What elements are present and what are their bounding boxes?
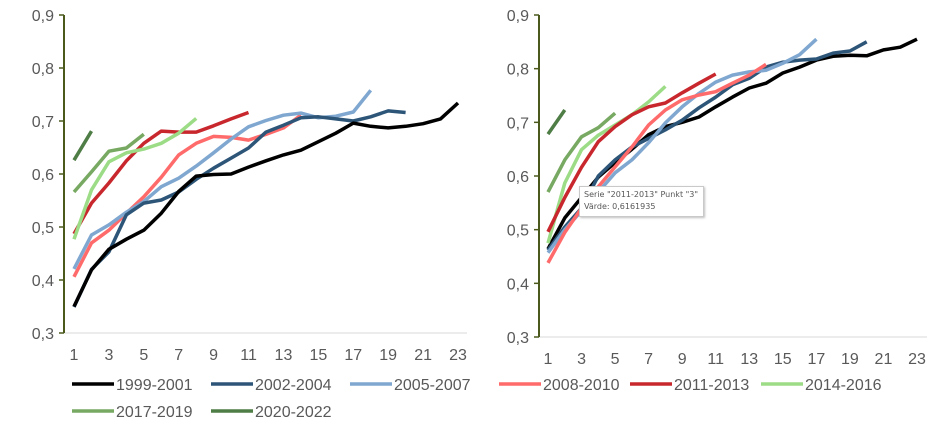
x-tick-label: 3 — [104, 347, 113, 364]
series-line-1999-2001[interactable] — [72, 101, 460, 308]
x-tick-label: 11 — [240, 347, 257, 364]
y-tick-label: 0,4 — [32, 273, 54, 290]
legend-label: 2008-2010 — [543, 377, 620, 394]
x-tick-label: 19 — [841, 351, 859, 368]
x-tick-label: 1 — [70, 347, 79, 364]
x-tick-label: 17 — [344, 347, 362, 364]
legend-item[interactable]: 1999-2001 — [72, 377, 193, 394]
series-line-2011-2013[interactable] — [546, 72, 717, 233]
x-tick-label: 23 — [449, 347, 467, 364]
y-tick-label: 0,3 — [507, 330, 529, 347]
series-line-2011-2013[interactable] — [72, 110, 250, 235]
chart-right: 0,30,40,50,60,70,80,91 3 5 7 9 11 13 15 17 19 21 23 — [507, 8, 927, 368]
y-tick-label: 0,5 — [32, 220, 54, 237]
x-tick-label: 3 — [577, 351, 586, 368]
legend-label: 2002-2004 — [255, 377, 332, 394]
x-tick-label: 13 — [740, 351, 758, 368]
x-tick-label: 13 — [275, 347, 293, 364]
legend-item[interactable]: 2017-2019 — [72, 404, 193, 421]
series-line-2020-2022[interactable] — [72, 130, 93, 162]
x-tick-label: 21 — [414, 347, 432, 364]
y-tick-label: 0,9 — [507, 8, 529, 25]
series-line-2020-2022[interactable] — [546, 108, 567, 136]
series-line-1999-2001[interactable] — [546, 37, 918, 250]
legend-label: 2017-2019 — [116, 404, 193, 421]
x-tick-label: 7 — [644, 351, 653, 368]
legend-left: 1999-2001 2002-2004 2005-2007 2017-2019 2020… — [72, 377, 471, 421]
y-tick-label: 0,7 — [507, 115, 529, 132]
y-tick-label: 0,8 — [32, 61, 54, 78]
y-tick-label: 0,5 — [507, 223, 529, 240]
legend-label: 2011-2013 — [674, 377, 749, 394]
legend-item[interactable]: 2005-2007 — [350, 377, 471, 394]
x-tick-label: 9 — [209, 347, 218, 364]
x-tick-label: 1 — [544, 351, 553, 368]
legend-right: 2008-2010 2011-2013 2014-2016 — [499, 377, 882, 394]
data-point-tooltip: Serie "2011-2013" Punkt "3" Värde: 0,616… — [579, 186, 705, 217]
legend-item[interactable]: 2014-2016 — [761, 377, 882, 394]
y-tick-label: 0,6 — [32, 167, 54, 184]
y-tick-label: 0,8 — [507, 62, 529, 79]
legend-item[interactable]: 2011-2013 — [630, 377, 749, 394]
y-tick-label: 0,4 — [507, 276, 529, 293]
y-tick-label: 0,3 — [32, 326, 54, 343]
y-tick-label: 0,9 — [32, 8, 54, 25]
chart-left: 0,30,40,50,60,70,80,91 3 5 7 9 11 13 15 17 19 21 23 — [32, 8, 467, 364]
legend-item[interactable]: 2002-2004 — [211, 377, 332, 394]
x-tick-label: 15 — [774, 351, 792, 368]
legend-label: 2005-2007 — [394, 377, 471, 394]
legend-label: 1999-2001 — [116, 377, 193, 394]
series-line-2014-2016[interactable] — [546, 85, 667, 244]
y-tick-label: 0,6 — [507, 169, 529, 186]
series-line-2014-2016[interactable] — [72, 117, 198, 240]
x-tick-label: 17 — [807, 351, 825, 368]
x-tick-label: 9 — [678, 351, 687, 368]
series-line-2017-2019[interactable] — [546, 111, 617, 193]
x-tick-label: 23 — [908, 351, 926, 368]
x-tick-label: 5 — [139, 347, 148, 364]
legend-item[interactable]: 2020-2022 — [211, 404, 332, 421]
series-line-2002-2004[interactable] — [72, 109, 406, 308]
x-tick-label: 19 — [379, 347, 397, 364]
legend-label: 2014-2016 — [805, 377, 882, 394]
y-tick-label: 0,7 — [32, 114, 54, 131]
x-tick-label: 21 — [875, 351, 893, 368]
series-line-2017-2019[interactable] — [72, 132, 145, 194]
x-tick-label: 7 — [174, 347, 183, 364]
legend-label: 2020-2022 — [255, 404, 332, 421]
tooltip-value: Värde: 0,6161935 — [584, 202, 656, 211]
x-tick-label: 5 — [611, 351, 620, 368]
x-tick-label: 15 — [309, 347, 327, 364]
legend-item[interactable]: 2008-2010 — [499, 377, 620, 394]
series-line-2002-2004[interactable] — [546, 40, 868, 252]
x-tick-label: 11 — [707, 351, 724, 368]
tooltip-series-point: Serie "2011-2013" Punkt "3" — [584, 190, 699, 199]
